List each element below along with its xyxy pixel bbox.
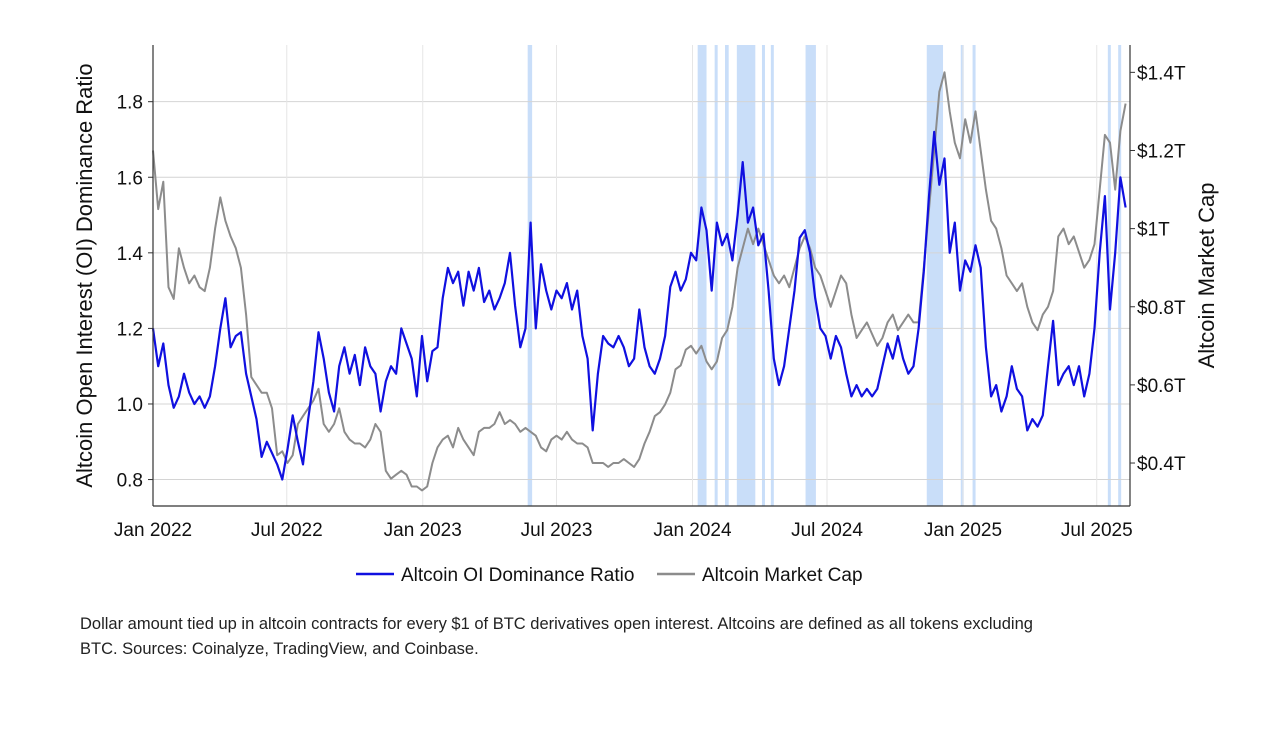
right-axis-title: Altcoin Market Cap [1194,183,1219,369]
highlight-band-6 [770,45,774,506]
gridlines [152,45,1130,506]
highlight-band-12 [1118,45,1122,506]
left-tick-label-1: 1.0 [117,395,143,416]
left-tick-label-5: 1.8 [117,93,143,114]
tick-labels: 0.8 1.0 1.2 1.4 1.6 1.8 $0.4T $0.6T $0.8T $1T $1.2… [114,63,1186,541]
right-tick-label-5: $1.4T [1137,63,1186,84]
x-tick-label-6: Jan 2025 [924,520,1002,541]
highlight-band-1 [697,45,707,506]
highlight-band-0 [527,45,533,506]
left-axis-title: Altcoin Open Interest (OI) Dominance Rat… [72,63,97,487]
right-tick-label-3: $1T [1137,220,1170,241]
left-tick-label-2: 1.2 [117,319,143,340]
legend-label-market-cap: Altcoin Market Cap [702,565,863,586]
x-tick-label-5: Jul 2024 [791,520,863,541]
chart-caption: Dollar amount tied up in altcoin contrac… [80,615,1033,658]
legend: Altcoin OI Dominance Ratio Altcoin Market… [356,565,863,586]
series-line-altcoin-market-cap [152,71,1127,492]
x-tick-label-1: Jul 2022 [251,520,323,541]
highlight-band-2 [714,45,718,506]
market-cap-series [152,71,1127,492]
right-tick-label-2: $0.8T [1137,298,1186,319]
highlight-band-10 [972,45,976,506]
x-tick-label-0: Jan 2022 [114,520,192,541]
x-tick-label-4: Jan 2024 [653,520,732,541]
right-tick-label-4: $1.2T [1137,141,1186,162]
left-tick-label-0: 0.8 [117,471,143,492]
axis-titles: Altcoin Open Interest (OI) Dominance Rat… [72,63,1219,487]
x-tick-label-2: Jan 2023 [384,520,462,541]
highlight-band-7 [805,45,816,506]
right-tick-label-1: $0.6T [1137,376,1186,397]
highlight-band-3 [725,45,729,506]
highlight-band-4 [736,45,756,506]
left-tick-label-4: 1.6 [117,168,143,189]
right-tick-label-0: $0.4T [1137,454,1186,475]
oi-ratio-series [151,130,1127,481]
legend-label-oi-ratio: Altcoin OI Dominance Ratio [401,565,634,586]
highlight-bands [527,45,1122,506]
left-tick-label-3: 1.4 [117,244,144,265]
x-tick-label-7: Jul 2025 [1061,520,1133,541]
highlight-band-8 [926,45,944,506]
x-tick-label-3: Jul 2023 [521,520,593,541]
series-line-altcoin-oi-dominance-ratio [151,130,1127,481]
axes [152,45,1131,507]
highlight-band-5 [761,45,765,506]
